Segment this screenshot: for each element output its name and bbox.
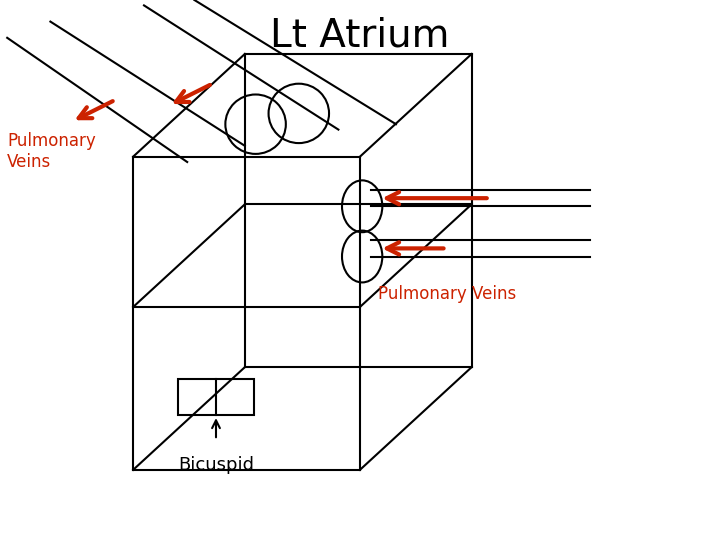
Bar [179,379,253,415]
Text: Bicuspid: Bicuspid [178,456,254,474]
Text: Pulmonary
Veins: Pulmonary Veins [7,132,96,171]
Text: Lt Atrium: Lt Atrium [270,16,450,54]
Text: Pulmonary Veins: Pulmonary Veins [378,285,516,303]
